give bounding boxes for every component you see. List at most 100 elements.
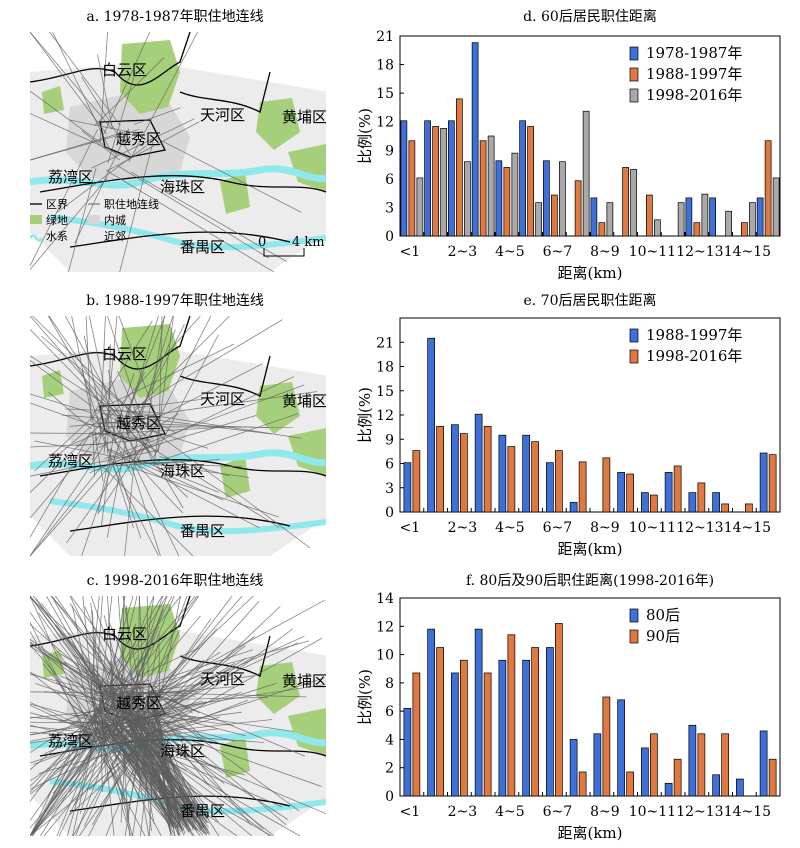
commute-line — [136, 628, 293, 746]
commute-line — [65, 316, 130, 434]
map-title: b. 1988-1997年职住地连线 — [86, 293, 264, 309]
district-label-huangpu: 黄埔区 — [282, 392, 326, 410]
commute-line — [126, 699, 150, 836]
commute-line — [117, 596, 198, 700]
x-tick-label: <1 — [400, 520, 421, 536]
bar — [602, 696, 611, 797]
commute-line — [30, 464, 103, 556]
commute-line — [93, 729, 265, 743]
commute-line — [30, 32, 113, 130]
bar — [403, 707, 412, 797]
x-tick-label: 12~13 — [676, 804, 723, 820]
commute-line — [124, 434, 138, 556]
commute-line — [158, 743, 326, 815]
legend-swatch — [629, 67, 639, 82]
bar — [412, 672, 421, 797]
commute-line — [95, 690, 198, 697]
commute-line — [112, 642, 299, 730]
legend-symbol — [88, 215, 100, 224]
commute-line — [91, 118, 195, 169]
commute-line — [134, 319, 283, 409]
bar — [759, 730, 768, 797]
commute-line — [30, 418, 107, 493]
commute-line — [100, 411, 155, 440]
commute-line — [99, 32, 109, 143]
commute-line — [128, 455, 220, 493]
bar — [403, 462, 412, 513]
district-label-yuexiu: 越秀区 — [116, 694, 161, 712]
commute-line — [102, 32, 151, 136]
commute-line — [123, 686, 287, 826]
x-tick-label: 10~11 — [629, 244, 676, 260]
bar — [772, 177, 780, 237]
bar — [519, 120, 526, 237]
commute-line — [66, 444, 138, 544]
bar — [412, 450, 421, 513]
commute-line — [30, 443, 103, 448]
district-label-huangpu: 黄埔区 — [282, 108, 326, 126]
commute-line — [107, 121, 200, 172]
commute-line — [132, 424, 209, 449]
green-area — [42, 370, 64, 398]
bar — [617, 472, 625, 513]
bar — [664, 782, 673, 797]
bar — [440, 128, 447, 237]
bar — [400, 120, 408, 237]
legend-swatch — [629, 46, 639, 61]
bar — [606, 202, 614, 237]
commute-line — [97, 54, 113, 129]
commute-line — [137, 596, 243, 717]
commute-line — [138, 398, 204, 409]
x-tick-label: 4~5 — [495, 244, 525, 260]
commute-line — [158, 316, 163, 452]
commute-line — [30, 596, 132, 712]
commute-line — [104, 596, 138, 735]
y-tick-label: 21 — [376, 335, 394, 351]
map-panel-a: a. 1978-1987年职住地连线 白云区 天河区 黄埔区 越秀区 荔湾区 海珠区 番禺区… — [0, 0, 350, 280]
bar — [650, 494, 658, 513]
bar — [759, 452, 768, 513]
commute-line — [99, 316, 106, 437]
commute-line — [148, 692, 185, 822]
bar — [768, 758, 777, 797]
bar — [498, 434, 507, 513]
commute-line — [90, 320, 153, 418]
district-boundary — [69, 795, 291, 812]
commute-line — [133, 107, 181, 125]
chart-title: d. 60后居民职住距离 — [523, 9, 657, 25]
commute-line — [157, 413, 298, 463]
map-title: a. 1978-1987年职住地连线 — [86, 9, 264, 25]
bar — [688, 724, 697, 797]
commute-line — [36, 733, 92, 793]
commute-line — [30, 433, 91, 538]
commute-line — [95, 730, 176, 825]
commute-line — [109, 376, 295, 466]
commute-line — [155, 710, 294, 732]
x-tick-label: 12~13 — [676, 244, 723, 260]
commute-line — [138, 596, 155, 699]
chart-title: e. 70后居民职住距离 — [523, 293, 657, 309]
commute-line — [100, 711, 107, 774]
bar — [712, 774, 720, 797]
x-tick-label: 2~3 — [448, 520, 478, 536]
commute-line — [90, 732, 146, 836]
commute-line — [103, 316, 118, 454]
y-tick-label: 6 — [385, 704, 394, 720]
bar — [598, 222, 606, 237]
commute-line — [111, 596, 155, 701]
commute-line — [108, 693, 151, 713]
commute-line — [81, 130, 120, 161]
x-tick-label: 14~15 — [724, 244, 771, 260]
commute-line — [125, 691, 207, 759]
bar — [546, 647, 554, 797]
commute-line — [107, 449, 260, 529]
bar — [654, 219, 661, 237]
bar — [531, 647, 539, 797]
commute-line — [117, 429, 180, 556]
bar — [673, 465, 682, 513]
commute-line — [48, 391, 92, 430]
commute-line — [68, 167, 97, 272]
commute-line — [105, 596, 163, 693]
y-tick-label: 9 — [385, 432, 394, 448]
district-boundary — [69, 515, 291, 532]
